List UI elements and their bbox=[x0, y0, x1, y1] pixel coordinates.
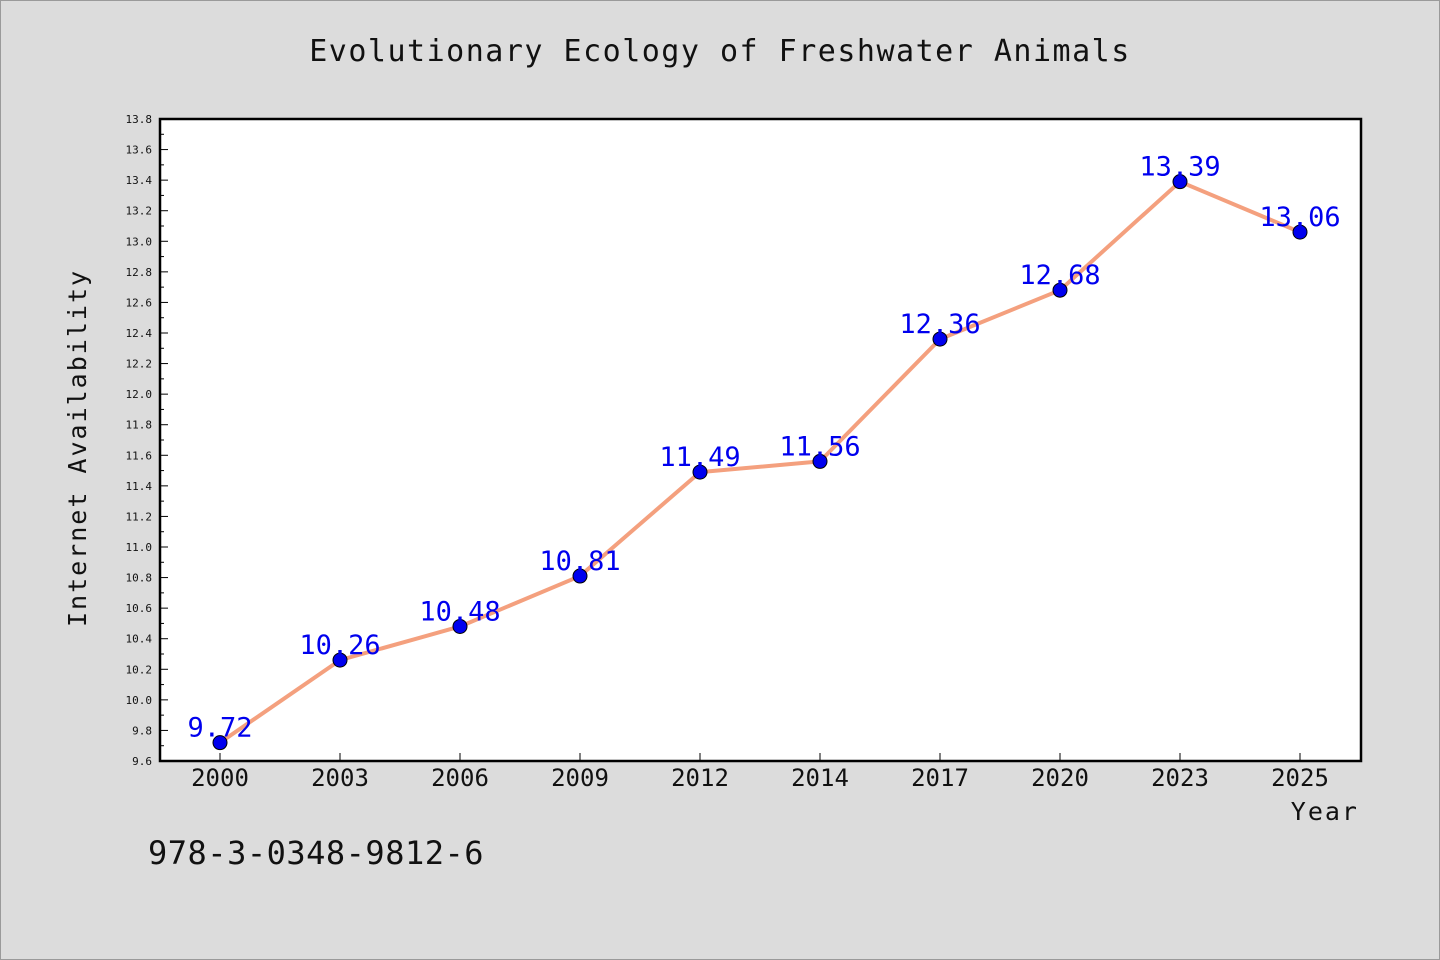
y-tick-label: 11.2 bbox=[126, 510, 153, 523]
y-axis-label: Internet Availability bbox=[63, 269, 92, 627]
y-tick-label: 12.0 bbox=[126, 388, 153, 401]
data-label: 10.48 bbox=[419, 596, 500, 627]
data-label: 9.72 bbox=[187, 713, 252, 744]
x-tick-label: 2006 bbox=[431, 764, 489, 792]
data-point bbox=[452, 618, 468, 634]
plot-border bbox=[158, 117, 1363, 763]
y-tick-label: 13.0 bbox=[126, 235, 153, 248]
x-tick-label: 2000 bbox=[191, 764, 249, 792]
y-tick-label: 12.4 bbox=[126, 327, 153, 340]
y-tick-label: 10.2 bbox=[126, 663, 153, 676]
data-point bbox=[812, 453, 828, 469]
x-tick-label: 2020 bbox=[1031, 764, 1089, 792]
x-tick-label: 2017 bbox=[911, 764, 969, 792]
y-tick-label: 13.6 bbox=[126, 144, 153, 157]
y-tick-label: 11.8 bbox=[126, 419, 153, 432]
data-label: 12.36 bbox=[899, 309, 980, 340]
y-tick-label: 13.8 bbox=[126, 113, 153, 126]
x-axis-label: Year bbox=[1291, 797, 1359, 826]
y-tick-label: 10.6 bbox=[126, 602, 153, 615]
x-tick-label: 2009 bbox=[551, 764, 609, 792]
y-tick-label: 9.8 bbox=[132, 724, 152, 737]
y-tick-label: 12.8 bbox=[126, 266, 153, 279]
data-point bbox=[1052, 282, 1068, 298]
chart-title: Evolutionary Ecology of Freshwater Anima… bbox=[309, 34, 1131, 69]
data-label: 13.06 bbox=[1259, 202, 1340, 233]
y-tick-label: 11.6 bbox=[126, 449, 153, 462]
y-tick-label: 9.6 bbox=[132, 755, 152, 768]
x-tick-label: 2025 bbox=[1271, 764, 1329, 792]
data-label: 11.56 bbox=[779, 431, 860, 462]
data-point bbox=[1172, 174, 1188, 190]
y-tick-label: 10.8 bbox=[126, 572, 153, 585]
data-label: 13.39 bbox=[1139, 152, 1220, 183]
y-tick-label: 10.4 bbox=[126, 633, 153, 646]
data-label: 10.81 bbox=[539, 546, 620, 577]
x-tick-label: 2023 bbox=[1151, 764, 1209, 792]
series-line bbox=[218, 179, 1301, 745]
y-tick-label: 13.4 bbox=[126, 174, 153, 187]
x-tick-label: 2014 bbox=[791, 764, 849, 792]
y-tick-label: 11.0 bbox=[126, 541, 153, 554]
y-tick-label: 10.0 bbox=[126, 694, 153, 707]
y-tick-label: 11.4 bbox=[126, 480, 153, 493]
data-point bbox=[212, 735, 228, 751]
y-tick-label: 12.2 bbox=[126, 358, 153, 371]
data-point bbox=[332, 652, 348, 668]
data-label: 10.26 bbox=[299, 630, 380, 661]
data-point bbox=[1292, 224, 1308, 240]
data-label: 12.68 bbox=[1019, 260, 1100, 291]
y-tick-label: 13.2 bbox=[126, 205, 153, 218]
data-point bbox=[692, 464, 708, 480]
data-point bbox=[932, 331, 948, 347]
isbn-label: 978-3-0348-9812-6 bbox=[148, 834, 485, 872]
y-tick-label: 12.6 bbox=[126, 296, 153, 309]
data-label: 11.49 bbox=[659, 442, 740, 473]
x-tick-label: 2003 bbox=[311, 764, 369, 792]
x-tick-label: 2012 bbox=[671, 764, 729, 792]
data-point bbox=[572, 568, 588, 584]
